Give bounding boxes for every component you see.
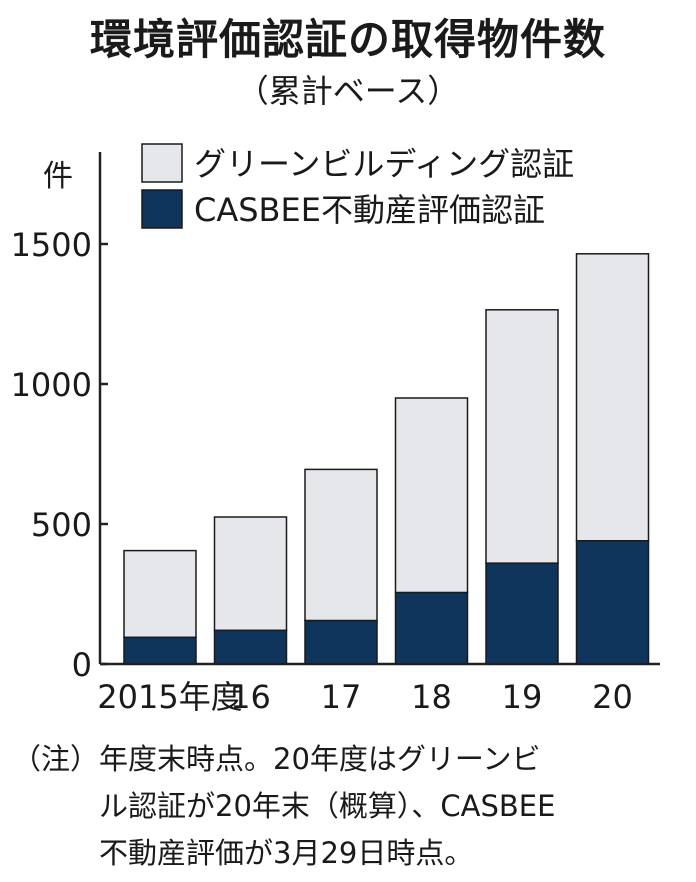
y-axis-label: 件 [43, 159, 73, 194]
bar-casbee [394, 591, 469, 665]
legend-label: CASBEE不動産評価認証 [194, 191, 545, 229]
bar-green-building [485, 309, 559, 564]
y-tick-label: 0 [72, 646, 92, 684]
bar-green-building [394, 397, 469, 594]
bar-casbee [485, 562, 559, 665]
bar-green-building [123, 549, 197, 639]
x-tick-label: 18 [411, 678, 452, 716]
bar-casbee [304, 619, 378, 665]
bar-casbee [575, 540, 650, 665]
legend-label: グリーンビルディング認証 [194, 145, 574, 183]
chart-title: 環境評価認証の取得物件数 [89, 15, 606, 64]
x-tick-label: 17 [321, 678, 362, 716]
bar-green-building [575, 253, 650, 542]
x-tick-label: 20 [592, 678, 633, 716]
y-tick-label: 500 [31, 506, 92, 544]
bar-green-building [304, 468, 378, 622]
bar-green-building [213, 516, 288, 632]
chart-subtitle: （累計ベース） [236, 72, 460, 110]
bar-casbee [213, 629, 288, 665]
x-tick-label: 2015年度 [97, 678, 242, 716]
y-tick-label: 1500 [11, 226, 92, 264]
x-tick-label: 19 [502, 678, 543, 716]
y-tick-label: 1000 [11, 366, 92, 404]
x-tick-label: 16 [230, 678, 271, 716]
legend-swatch [141, 189, 183, 229]
legend-swatch [141, 143, 183, 183]
bar-casbee [123, 636, 197, 665]
footnote: （注）年度末時点。20年度はグリーンビ ル認証が20年末（概算）、CASBEE … [12, 742, 556, 870]
